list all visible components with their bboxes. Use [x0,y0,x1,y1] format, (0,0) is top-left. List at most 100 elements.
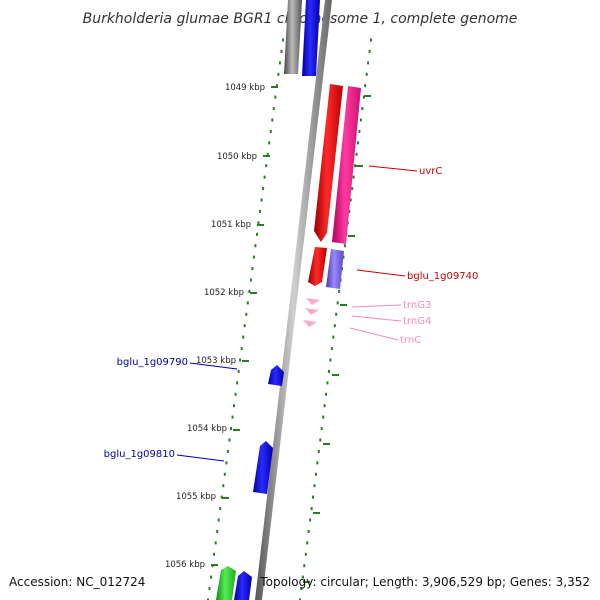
scale-dot [357,141,359,145]
red-feature-small [308,247,327,286]
scale-dot [240,347,243,351]
scale-dot [354,164,357,168]
tick-1050: 1050 kbp [217,152,363,167]
gene-label-text: bglu_1g09810 [104,449,175,460]
scale-dot [237,369,240,373]
gene-label-trnG4: trnG4 [351,315,431,327]
scale-dot [335,312,338,316]
scale-dot [272,107,275,111]
scale-dot [257,221,260,225]
blue-feature-bottom [234,571,252,600]
blue-feature-bglu_1g09790 [268,365,284,386]
scale-dot [306,541,309,545]
trna-arrow-trnC [303,320,317,327]
scale-dot [330,347,333,351]
scale-dot [301,575,304,579]
scale-dot [280,49,283,53]
scale-dot [364,84,367,88]
scale-dot [333,324,336,328]
scale-dot [361,107,364,111]
tick-label: 1055 kbp [176,492,216,502]
blue-feature-bglu_1g09810 [253,441,273,494]
tick-label: 1050 kbp [217,152,257,162]
scale-dot [213,552,216,556]
tick-1049: 1049 kbp [225,83,371,97]
scale-dot [246,301,249,305]
gray-feature-top [284,0,302,74]
green-feature-bottom [216,566,236,600]
topology-summary: Topology: circular; Length: 3,906,529 bp… [260,575,590,589]
tick-1054: 1054 kbp [187,424,330,445]
scale-dot [317,449,320,453]
scale-dot [269,129,272,133]
scale-dot [365,72,368,76]
scale-dot [312,495,314,499]
tick-label: 1056 kbp [165,560,205,570]
inner-scale-dots [299,38,372,600]
scale-dot [300,587,303,591]
scale-dot [228,438,231,442]
scale-dot [220,495,223,499]
gene-label-trnG3: trnG3 [351,300,431,311]
scale-dot [266,152,269,156]
tick-1055: 1055 kbp [176,492,320,514]
gene-label-text: bglu_1g09740 [407,271,478,282]
scale-ticks: 1049 kbp 1050 kbp 1051 kbp 1052 kbp 1053… [165,83,371,583]
scale-dot [251,267,254,271]
pink-feature-uvrC [332,86,361,244]
scale-dot [319,438,322,442]
trna-arrow-trnG3 [306,298,320,305]
tick-1053: 1053 kbp [196,356,339,376]
gene-label-text: trnC [400,335,421,346]
scale-dot [252,255,255,259]
red-feature-large [314,84,343,242]
scale-dot [359,118,362,122]
scale-dot [326,381,329,385]
tick-label: 1051 kbp [211,220,251,230]
scale-dot [322,415,325,419]
scale-dot [352,175,355,179]
scale-dot [362,95,365,99]
scale-dot [316,461,319,465]
scale-dot [349,198,352,202]
scale-dot [216,529,219,533]
scale-dot [260,198,263,202]
scale-dot [239,358,242,362]
tick-1051: 1051 kbp [211,220,355,237]
violet-feature [326,249,344,289]
tick-label: 1053 kbp [196,356,236,366]
scale-dot [313,484,316,488]
scale-dot [245,312,248,316]
scale-dot [236,381,239,385]
scale-dot [282,38,284,42]
gene-label-bglu_1g09740: bglu_1g09740 [356,269,478,282]
scale-dot [338,289,341,293]
scale-dot [303,564,306,568]
genome-backbone [255,0,332,600]
scale-dot [256,232,258,236]
scale-dot [278,61,281,65]
scale-dot [328,369,330,373]
scale-dot [271,118,274,122]
outer-scale-dots [207,38,284,600]
scale-dot [210,575,213,579]
scale-dot [248,289,251,293]
scale-dot [225,461,228,465]
gene-label-trnC: trnC [349,327,421,346]
scale-dot [343,244,346,248]
scale-dot [214,541,217,545]
accession-text: Accession: NC_012724 [9,575,146,589]
trna-arrow-trnG4 [305,308,319,315]
gene-label-text: trnG3 [403,300,431,311]
scale-dot [332,335,335,339]
scale-dot [222,484,225,488]
blue-feature-top [302,0,320,76]
scale-dot [355,152,358,156]
gene-label-text: uvrC [419,166,442,177]
tick-label: 1054 kbp [187,424,227,434]
scale-dot [263,175,266,179]
scale-dot [367,61,370,65]
scale-dot [208,587,211,591]
scale-dot [226,449,229,453]
